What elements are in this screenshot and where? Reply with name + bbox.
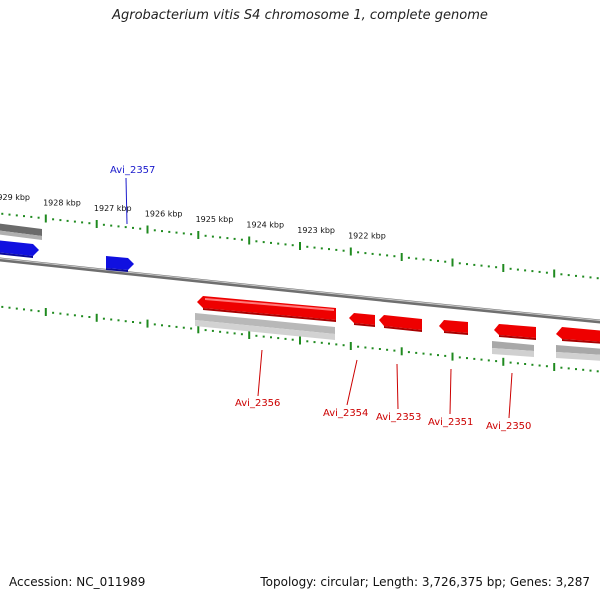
- map-title: Agrobacterium vitis S4 chromosome 1, com…: [112, 8, 488, 23]
- gene-label-avi-2353[interactable]: Avi_2353: [376, 412, 421, 423]
- leader-avi-2354: [346, 359, 358, 406]
- gene-forward-partial[interactable]: [0, 240, 39, 258]
- ruler-label: 1924 kbp: [246, 220, 284, 229]
- ruler-label: 1926 kbp: [145, 209, 183, 218]
- gene-avi-2350[interactable]: [494, 324, 536, 340]
- ruler-label: 1925 kbp: [196, 215, 234, 224]
- leader-avi-2351: [449, 368, 452, 415]
- gene-avi-2353[interactable]: [379, 315, 422, 332]
- leader-avi-2356: [257, 349, 263, 397]
- leader-avi-2353: [396, 363, 399, 410]
- leader-avi-2357: [125, 177, 128, 225]
- ruler-label: 1922 kbp: [348, 231, 386, 240]
- gene-avi-2354[interactable]: [349, 313, 375, 327]
- gene-grey-2[interactable]: [492, 341, 534, 357]
- gene-grey-3[interactable]: [556, 345, 600, 361]
- ruler-label: 1929 kbp: [0, 193, 30, 202]
- lower-ruler: [1, 305, 599, 373]
- gene-label-avi-2356[interactable]: Avi_2356: [235, 398, 280, 409]
- accession-text: Accession: NC_011989: [9, 575, 146, 589]
- gene-avi-2356[interactable]: [197, 296, 336, 322]
- upper-ruler: 1929 kbp 1928 kbp 1927 kbp 1926 kbp 1925 kbp…: [0, 193, 599, 280]
- chromosome-backbone-highlight: [0, 258, 600, 322]
- genome-summary-text: Topology: circular; Length: 3,726,375 bp…: [260, 575, 590, 589]
- gene-avi-2357[interactable]: [106, 256, 134, 272]
- gene-label-avi-2357[interactable]: Avi_2357: [110, 165, 155, 176]
- ruler-label: 1927 kbp: [94, 204, 132, 213]
- chromosome-backbone: [0, 257, 600, 324]
- gene-reverse-partial[interactable]: [556, 327, 600, 344]
- partial-gene-grey-upper[interactable]: [0, 223, 42, 240]
- gene-label-avi-2354[interactable]: Avi_2354: [323, 408, 368, 419]
- gene-label-avi-2351[interactable]: Avi_2351: [428, 417, 473, 428]
- gene-grey-1[interactable]: [195, 313, 335, 340]
- ruler-label: 1923 kbp: [297, 226, 335, 235]
- ruler-label: 1928 kbp: [43, 198, 81, 207]
- gene-label-avi-2350[interactable]: Avi_2350: [486, 421, 531, 432]
- leader-avi-2350: [508, 372, 513, 419]
- gene-avi-2351[interactable]: [439, 320, 468, 335]
